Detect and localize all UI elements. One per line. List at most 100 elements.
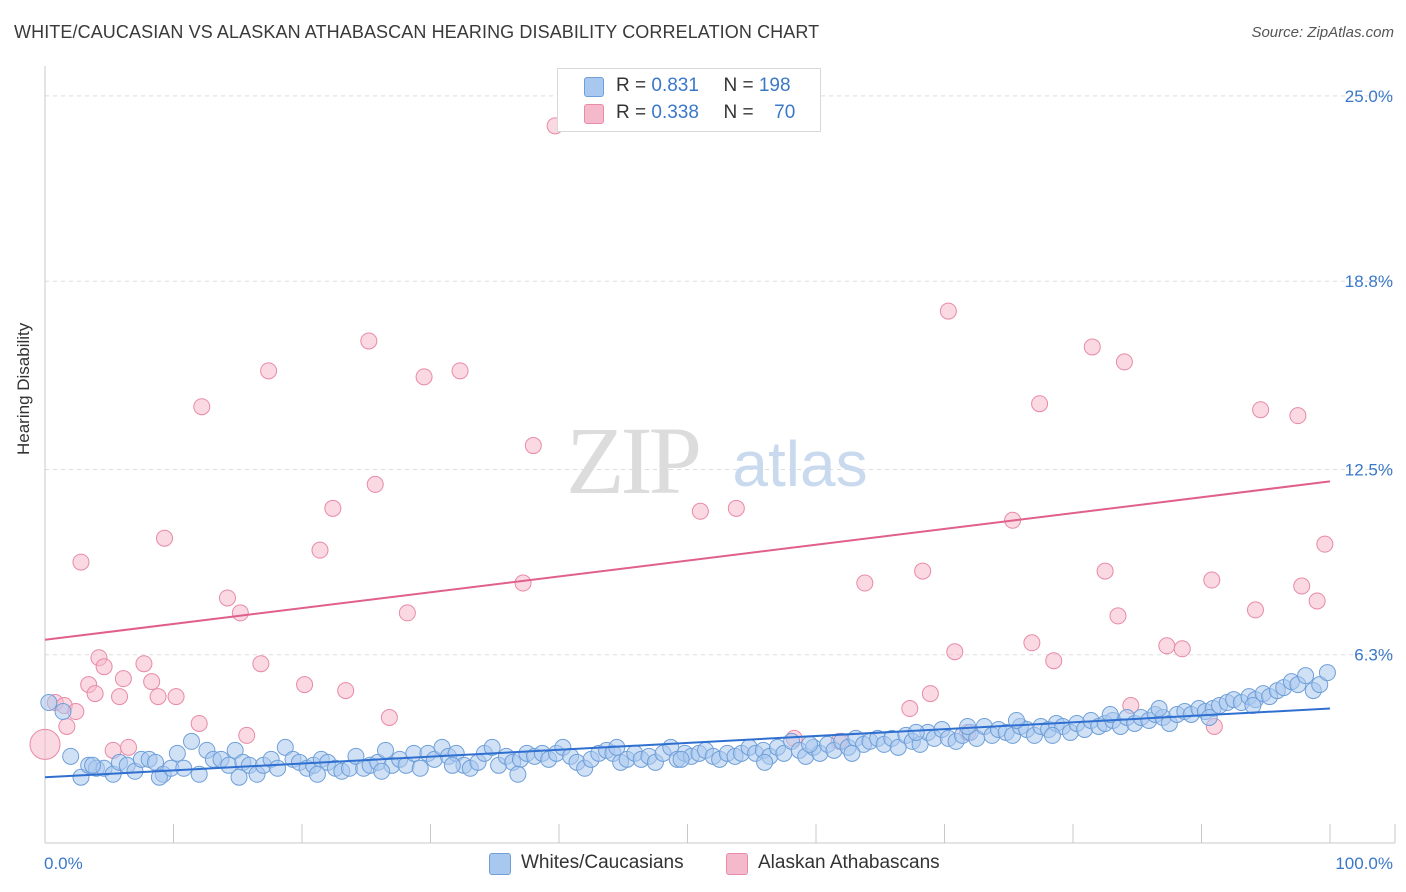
- point-alaskan-athabascan: [58, 717, 76, 735]
- point-white-caucasian: [230, 768, 248, 786]
- point-white-caucasian: [1244, 697, 1262, 715]
- legend-r-value: 0.338: [651, 102, 699, 123]
- point-white-caucasian: [405, 744, 423, 762]
- point-alaskan-athabascan: [252, 655, 270, 673]
- legend-n-label: N =: [723, 75, 759, 96]
- point-alaskan-athabascan: [380, 708, 398, 726]
- point-white-caucasian: [411, 759, 429, 777]
- point-white-caucasian: [150, 768, 168, 786]
- y-tick-label: 25.0%: [1345, 87, 1393, 106]
- y-tick-label: 18.8%: [1345, 272, 1393, 291]
- point-white-caucasian: [190, 765, 208, 783]
- point-alaskan-athabascan: [514, 574, 532, 592]
- point-white-caucasian: [72, 768, 90, 786]
- bottom-legend-swatch-blue: [489, 853, 511, 875]
- point-alaskan-athabascan: [120, 738, 138, 756]
- trend-lines: [44, 480, 1331, 779]
- point-white-caucasian: [1150, 700, 1168, 718]
- legend-r-label: R =: [616, 102, 652, 123]
- trend-line-alaskan-athabascans: [44, 480, 1331, 641]
- point-white-caucasian: [226, 741, 244, 759]
- point-alaskan-athabascan: [921, 685, 939, 703]
- point-white-caucasian: [1318, 664, 1336, 682]
- point-alaskan-athabascan: [1308, 592, 1326, 610]
- point-white-caucasian: [959, 717, 977, 735]
- point-alaskan-athabascan: [156, 529, 174, 547]
- point-alaskan-athabascan: [1023, 634, 1041, 652]
- point-white-caucasian: [276, 738, 294, 756]
- point-alaskan-athabascan: [231, 604, 249, 622]
- point-alaskan-athabascan: [149, 688, 167, 706]
- point-alaskan-athabascan: [167, 688, 185, 706]
- point-white-caucasian: [175, 759, 193, 777]
- point-alaskan-athabascan: [296, 676, 314, 694]
- legend-text-blue: R = 0.831 N = 198: [616, 75, 791, 97]
- trend-line-whites-caucasians: [44, 707, 1331, 779]
- point-white-caucasian: [1311, 676, 1329, 694]
- axes: [44, 66, 1396, 844]
- point-alaskan-athabascan: [238, 726, 256, 744]
- point-alaskan-athabascan: [193, 398, 211, 416]
- legend-text-pink: R = 0.338 N = 70: [616, 102, 795, 124]
- point-alaskan-athabascan: [727, 499, 745, 517]
- point-white-caucasian: [377, 741, 395, 759]
- legend-n-label: N =: [723, 102, 759, 123]
- watermark: ZIP atlas: [566, 407, 868, 514]
- y-tick-labels: 6.3% 12.5% 18.8% 25.0%: [1345, 87, 1393, 665]
- point-white-caucasian: [907, 723, 925, 741]
- legend-n-value: 70: [774, 102, 796, 123]
- point-alaskan-athabascan: [260, 362, 278, 380]
- point-white-caucasian: [168, 744, 186, 762]
- point-alaskan-athabascan: [111, 688, 129, 706]
- point-alaskan-athabascan: [415, 368, 433, 386]
- point-alaskan-athabascan: [135, 655, 153, 673]
- point-alaskan-athabascan: [1203, 571, 1221, 589]
- point-alaskan-athabascan: [366, 475, 384, 493]
- gridlines: [45, 95, 1395, 656]
- point-alaskan-athabascan: [398, 604, 416, 622]
- point-white-caucasian: [443, 756, 461, 774]
- point-alaskan-athabascan: [360, 332, 378, 350]
- point-alaskan-athabascan: [324, 499, 342, 517]
- point-white-caucasian: [483, 738, 501, 756]
- legend-r-value: 0.831: [651, 75, 699, 96]
- y-tick-label: 6.3%: [1354, 646, 1393, 665]
- point-alaskan-athabascan: [114, 670, 132, 688]
- point-alaskan-athabascan: [1293, 577, 1311, 595]
- point-white-caucasian: [62, 747, 80, 765]
- point-white-caucasian: [54, 703, 72, 721]
- point-alaskan-athabascan: [72, 553, 90, 571]
- point-white-caucasian: [843, 744, 861, 762]
- point-alaskan-athabascan: [1083, 338, 1101, 356]
- point-white-caucasian: [509, 765, 527, 783]
- legend-swatch-blue: [584, 77, 604, 97]
- point-alaskan-athabascan: [914, 562, 932, 580]
- point-alaskan-athabascan: [901, 700, 919, 718]
- point-alaskan-athabascan: [143, 673, 161, 691]
- point-white-caucasian: [1043, 726, 1061, 744]
- point-alaskan-athabascan: [946, 643, 964, 661]
- point-alaskan-athabascan: [1115, 353, 1133, 371]
- legend-swatch-pink: [584, 104, 604, 124]
- point-alaskan-athabascan: [218, 589, 236, 607]
- point-alaskan-athabascan: [86, 685, 104, 703]
- chart-title: WHITE/CAUCASIAN VS ALASKAN ATHABASCAN HE…: [14, 22, 820, 42]
- point-alaskan-athabascan: [1045, 652, 1063, 670]
- point-alaskan-athabascan: [1158, 637, 1176, 655]
- source-note: Source: ZipAtlas.com: [1251, 24, 1394, 41]
- point-white-caucasian: [889, 738, 907, 756]
- point-white-caucasian: [801, 735, 819, 753]
- bottom-legend-label-blue: Whites/Caucasians: [521, 852, 684, 873]
- point-white-caucasian: [1101, 706, 1119, 724]
- point-alaskan-athabascan: [95, 658, 113, 676]
- x-tick-label-100: 100.0%: [1335, 854, 1393, 873]
- point-white-caucasian: [373, 762, 391, 780]
- point-white-caucasian: [1297, 667, 1315, 685]
- point-alaskan-athabascan: [1246, 601, 1264, 619]
- point-white-caucasian: [1200, 708, 1218, 726]
- point-white-caucasian: [756, 753, 774, 771]
- point-white-caucasian: [269, 759, 287, 777]
- point-alaskan-athabascan: [311, 541, 329, 559]
- correlation-legend: R = 0.831 N = 198 R = 0.338 N = 70: [557, 68, 821, 132]
